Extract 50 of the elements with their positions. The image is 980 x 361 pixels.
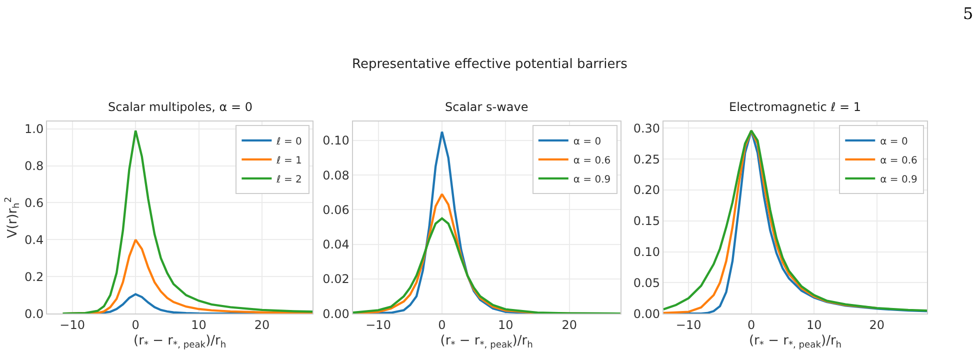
x-tick-label: −10	[60, 318, 85, 332]
x-tick-label: −10	[676, 318, 702, 332]
x-axis-title: (r$_{*}$ − r$_{*, peak}$)/r$_{h}$	[748, 334, 842, 350]
legend-label: α = 0.6	[573, 155, 611, 166]
x-tick-label: 10	[498, 318, 514, 332]
x-tick-label: 0	[438, 318, 446, 332]
y-tick-label: 0.08	[322, 168, 350, 182]
y-tick-label: 0.6	[24, 196, 44, 210]
chart-title: Scalar s-wave	[445, 100, 528, 114]
y-tick-label: 0.30	[633, 121, 660, 136]
y-tick-label: 0.15	[633, 214, 660, 228]
line-series	[62, 130, 313, 314]
x-tick-label: 20	[869, 318, 885, 332]
y-tick-label: 0.04	[322, 238, 350, 252]
y-tick-label: 0.10	[633, 245, 660, 260]
legend-label: ℓ = 2	[276, 174, 302, 186]
x-axis-title: (r$_{*}$ − r$_{*, peak}$)/r$_{h}$	[440, 334, 533, 350]
y-tick-label: 0.06	[322, 202, 350, 217]
x-tick-label: 10	[806, 318, 822, 332]
y-tick-label: 0.00	[322, 306, 350, 321]
y-tick-label: 0.20	[633, 183, 660, 198]
legend-label: α = 0.9	[573, 174, 611, 186]
legend-label: α = 0	[573, 136, 602, 148]
legend-label: α = 0.9	[880, 174, 918, 186]
y-tick-label: 0.0	[24, 306, 44, 321]
text: 5	[963, 4, 974, 23]
y-tick-label: 0.10	[322, 134, 350, 148]
y-tick-label: 0.05	[633, 276, 660, 290]
y-tick-label: 0.02	[322, 272, 350, 286]
x-tick-label: 20	[254, 318, 270, 332]
y-tick-label: 0.25	[633, 152, 660, 166]
legend-label: ℓ = 1	[276, 155, 302, 166]
x-tick-label: 20	[562, 318, 578, 332]
y-tick-label: 0.00	[633, 306, 660, 321]
legend-label: α = 0.6	[880, 155, 918, 166]
x-tick-label: 0	[748, 318, 756, 332]
x-tick-label: −10	[366, 318, 391, 332]
y-tick-label: 0.4	[24, 232, 44, 247]
y-tick-label: 0.2	[24, 270, 44, 284]
chart-title: Electromagnetic ℓ = 1	[729, 100, 861, 114]
legend-label: ℓ = 0	[276, 136, 302, 148]
y-tick-label: 0.8	[24, 158, 44, 173]
line-series	[352, 217, 620, 314]
x-axis-title: (r$_{*}$ − r$_{*, peak}$)/r$_{h}$	[134, 334, 226, 350]
text: Representative effective potential barriers	[352, 57, 628, 72]
chart-title: Scalar multipoles, α = 0	[108, 100, 252, 114]
x-tick-label: 10	[191, 318, 206, 332]
y-tick-label: 1.0	[24, 122, 44, 136]
legend-label: α = 0	[880, 136, 908, 148]
x-tick-label: 0	[132, 318, 140, 332]
